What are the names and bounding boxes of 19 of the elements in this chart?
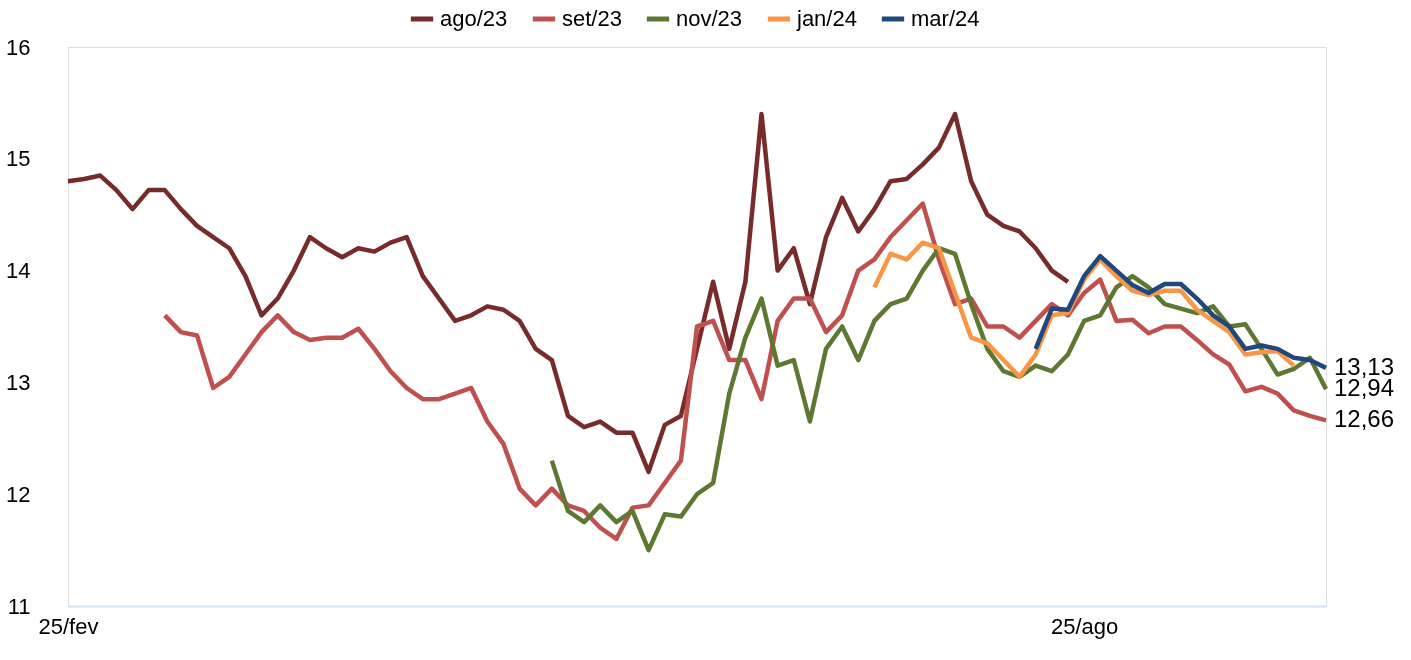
line-series	[162, 201, 1329, 542]
line-series	[549, 245, 1329, 553]
line-series	[1033, 253, 1329, 371]
y-tick-label: 16	[6, 34, 31, 60]
y-tick-label: 12	[6, 481, 31, 507]
legend-label: nov/23	[676, 6, 743, 31]
data-label: 12,66	[1334, 405, 1395, 433]
legend-label: mar/24	[911, 6, 980, 31]
legend-label: jan/24	[796, 6, 857, 31]
y-tick-label: 14	[6, 258, 31, 284]
y-tick-label: 15	[6, 146, 31, 172]
legend-label: ago/23	[440, 6, 508, 31]
line-series	[65, 111, 1071, 475]
y-tick-label: 13	[6, 369, 31, 395]
y-tick-label: 11	[7, 593, 31, 619]
legend-label: set/23	[562, 6, 622, 31]
x-tick-label: 25/fev	[38, 613, 99, 639]
data-label: 13,13	[1334, 352, 1395, 380]
x-tick-label: 25/ago	[1050, 613, 1119, 639]
